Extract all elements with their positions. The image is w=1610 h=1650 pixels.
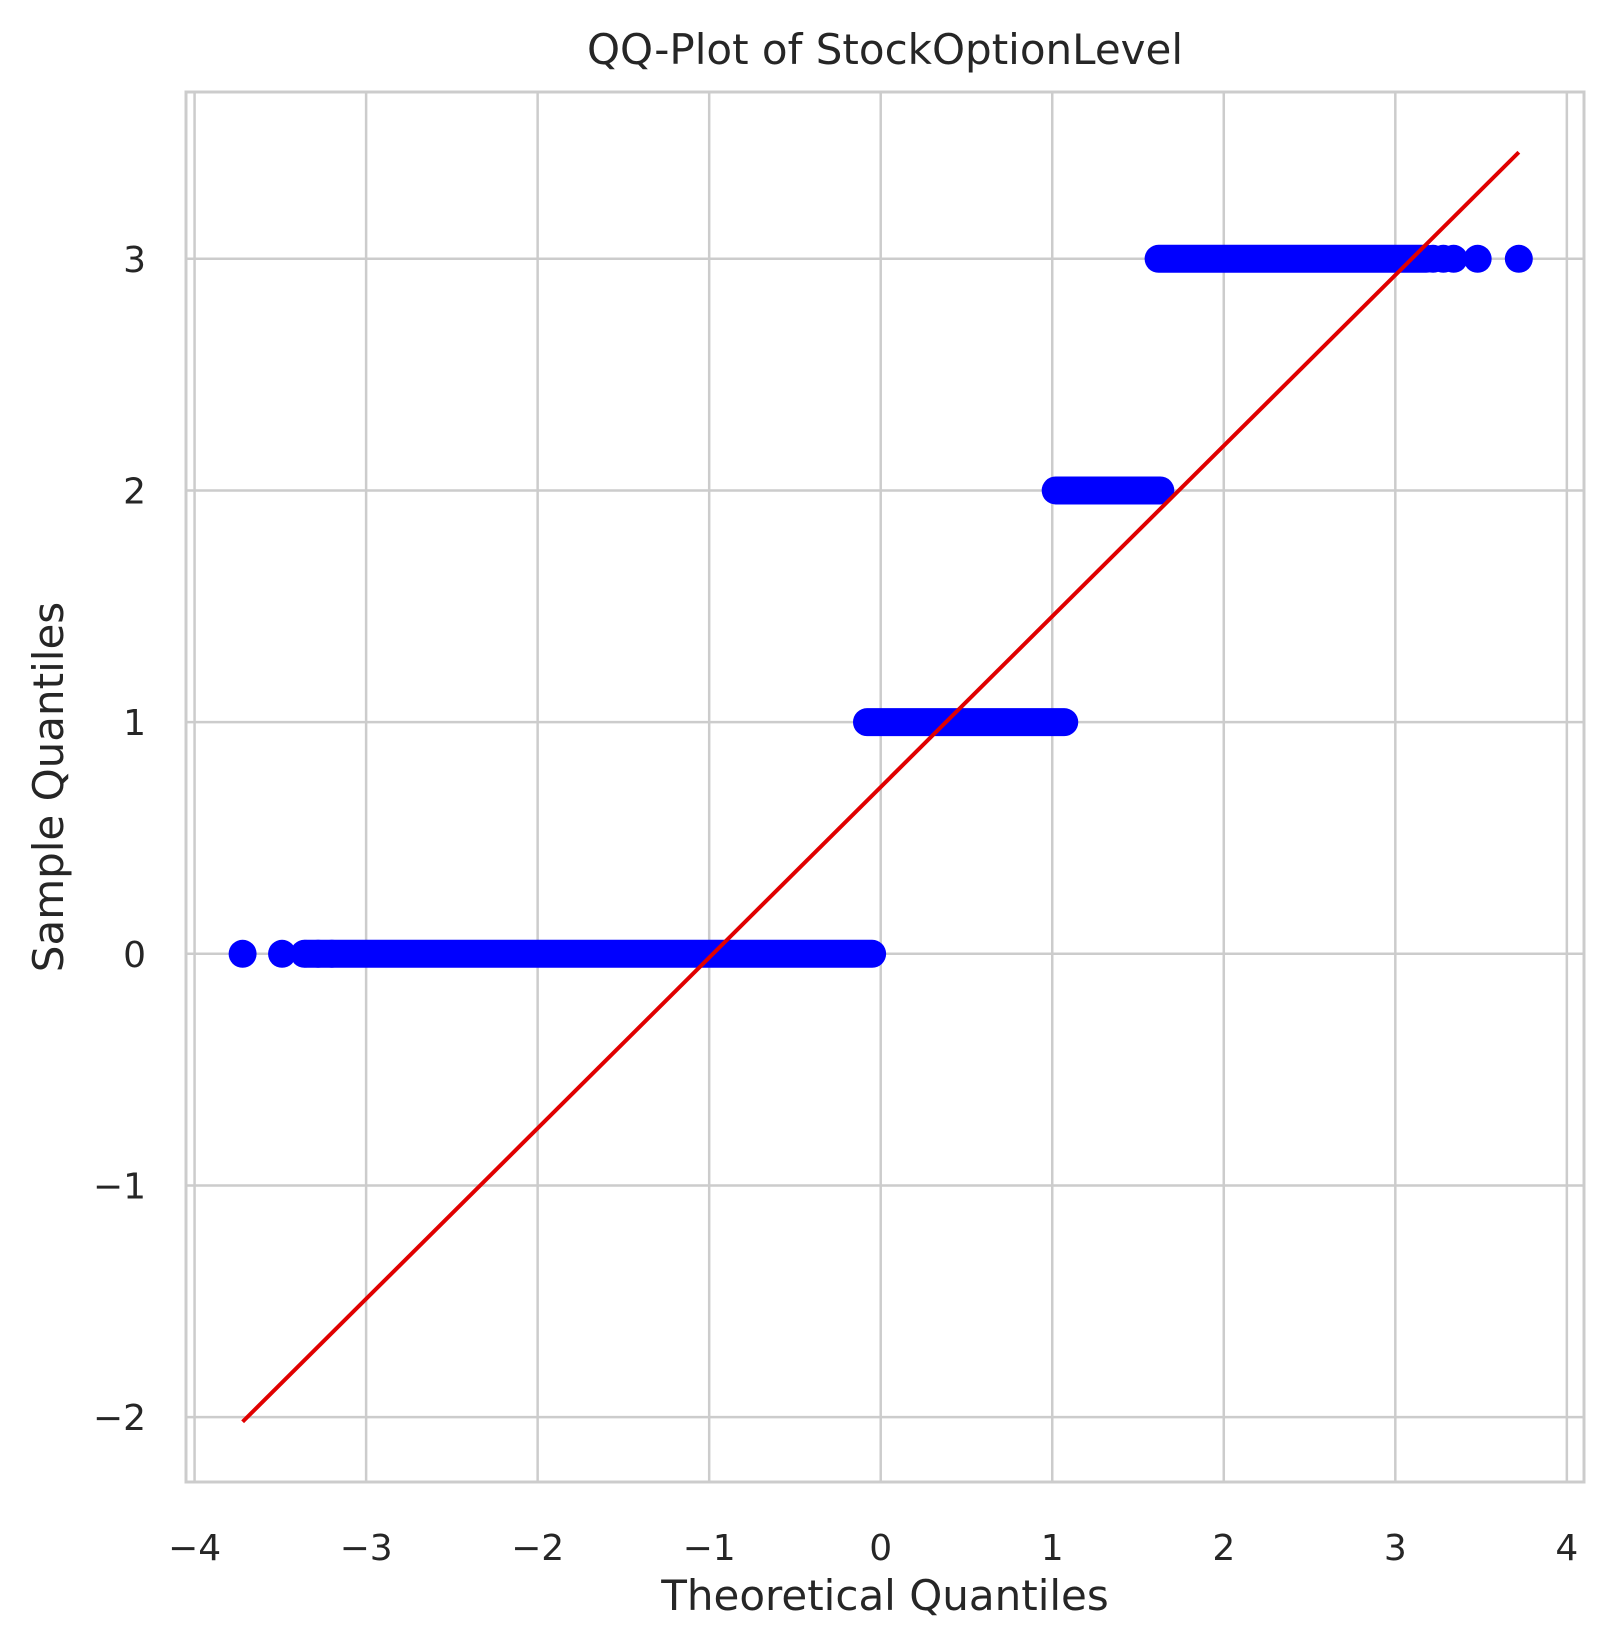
y-axis-label: Sample Quantiles — [24, 602, 73, 972]
data-marks — [228, 150, 1533, 1424]
data-point — [1463, 244, 1492, 273]
x-tick-labels: −4 −3 −2 −1 0 1 2 3 4 — [168, 1528, 1578, 1569]
x-tick-label: 1 — [1041, 1528, 1064, 1569]
x-tick-label: 3 — [1384, 1528, 1407, 1569]
x-tick-label: −2 — [511, 1528, 564, 1569]
data-point — [228, 939, 257, 968]
data-point — [317, 939, 346, 968]
y-tick-label: −1 — [93, 1166, 146, 1207]
x-tick-label: 4 — [1555, 1528, 1578, 1569]
data-point — [1504, 244, 1533, 273]
y-tick-label: 0 — [123, 935, 146, 976]
x-tick-label: −1 — [683, 1528, 736, 1569]
y-tick-label: −2 — [93, 1398, 146, 1439]
x-axis-label: Theoretical Quantiles — [660, 1571, 1109, 1620]
data-point — [1439, 244, 1468, 273]
x-tick-label: −4 — [168, 1528, 221, 1569]
y-tick-label: 1 — [123, 703, 146, 744]
x-tick-label: −3 — [340, 1528, 393, 1569]
y-tick-label: 2 — [123, 471, 146, 512]
grid — [186, 92, 1584, 1482]
x-tick-label: 0 — [869, 1528, 892, 1569]
plot-frame — [184, 90, 1586, 1484]
chart-title: QQ-Plot of StockOptionLevel — [587, 25, 1183, 74]
y-tick-label: 3 — [123, 240, 146, 281]
x-tick-label: 2 — [1212, 1528, 1235, 1569]
data-point — [268, 939, 297, 968]
reference-line — [241, 150, 1521, 1424]
y-tick-labels: −2 −1 0 1 2 3 — [93, 240, 146, 1439]
